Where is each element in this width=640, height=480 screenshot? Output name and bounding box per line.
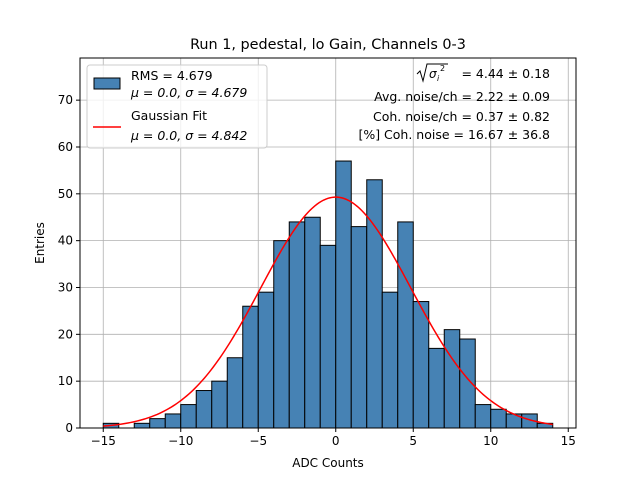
y-tick-label: 50 bbox=[58, 187, 73, 201]
histogram-bar bbox=[474, 404, 492, 429]
legend-fit-params: μ = 0.0, σ = 4.842 bbox=[130, 128, 247, 143]
histogram-bar bbox=[149, 418, 166, 429]
plot-frame bbox=[79, 57, 577, 429]
legend-rms-params: μ = 0.0, σ = 4.679 bbox=[130, 85, 247, 100]
avg-noise-text: Avg. noise/ch = 2.22 ± 0.09 bbox=[374, 89, 550, 104]
svg-text:i: i bbox=[437, 74, 440, 83]
histogram-bar bbox=[180, 404, 197, 429]
histogram-bar bbox=[443, 329, 461, 429]
histogram-bar bbox=[350, 226, 368, 429]
y-tick-label: 30 bbox=[58, 280, 73, 294]
legend-fit-mu: μ = 0.0, bbox=[130, 128, 185, 143]
x-tick-label: 5 bbox=[409, 434, 417, 448]
x-axis-ticks: −15 −10 −5 0 5 10 15 bbox=[91, 428, 576, 448]
legend: RMS = 4.679 μ = 0.0, σ = 4.679 Gaussian … bbox=[86, 64, 268, 149]
y-axis-label: Entries bbox=[33, 222, 47, 264]
legend-rms-mu: μ = 0.0, bbox=[130, 85, 185, 100]
histogram-bar bbox=[133, 422, 151, 429]
svg-text:2: 2 bbox=[440, 64, 445, 73]
svg-text:σ: σ bbox=[429, 67, 437, 81]
gaussian-fit-curve bbox=[103, 196, 553, 427]
y-tick-label: 0 bbox=[65, 421, 73, 435]
chart-title: Run 1, pedestal, lo Gain, Channels 0-3 bbox=[190, 37, 466, 53]
x-tick-label: 0 bbox=[332, 434, 340, 448]
histogram-bar bbox=[288, 221, 306, 429]
histogram-bar bbox=[304, 216, 321, 429]
x-tick-label: 15 bbox=[561, 434, 576, 448]
x-axis-label: ADC Counts bbox=[292, 456, 364, 470]
histogram-bar bbox=[366, 179, 383, 429]
sqrt-sigma-symbol: σ i 2 bbox=[416, 63, 448, 83]
x-tick-label: 10 bbox=[483, 434, 498, 448]
histogram-bar bbox=[195, 390, 213, 429]
y-tick-label: 10 bbox=[58, 374, 73, 388]
legend-rms-sigma: σ = 4.679 bbox=[185, 85, 247, 100]
legend-bar-swatch bbox=[93, 77, 121, 90]
histogram-bar bbox=[164, 413, 182, 429]
histogram-bar bbox=[412, 301, 430, 429]
histogram-bar bbox=[381, 291, 399, 429]
histogram-bar bbox=[257, 291, 275, 429]
histogram-bar bbox=[428, 347, 445, 429]
y-tick-label: 70 bbox=[58, 93, 73, 107]
histogram-bar bbox=[211, 380, 228, 429]
legend-fit-label: Gaussian Fit bbox=[131, 108, 207, 123]
x-tick-label: −5 bbox=[249, 434, 267, 448]
legend-fit-sigma: σ = 4.842 bbox=[185, 128, 247, 143]
histogram-bar bbox=[319, 244, 337, 429]
y-tick-label: 40 bbox=[58, 234, 73, 248]
coh-noise-text: Coh. noise/ch = 0.37 ± 0.82 bbox=[373, 109, 550, 124]
histogram-bar bbox=[242, 305, 259, 429]
sigma-i-value: = 4.44 ± 0.18 bbox=[461, 66, 550, 81]
histogram-bar bbox=[226, 357, 244, 429]
noise-annotations: σ i 2 = 4.44 ± 0.18 Avg. noise/ch = 2.22… bbox=[358, 63, 550, 142]
legend-frame bbox=[86, 64, 268, 149]
histogram-bar bbox=[273, 240, 290, 429]
x-tick-label: −15 bbox=[91, 434, 116, 448]
y-tick-label: 60 bbox=[58, 140, 73, 154]
histogram-bars bbox=[102, 160, 554, 429]
x-tick-label: −10 bbox=[168, 434, 193, 448]
pct-coh-noise-text: [%] Coh. noise = 16.67 ± 36.8 bbox=[358, 127, 550, 142]
histogram-bar bbox=[397, 221, 414, 429]
y-tick-label: 20 bbox=[58, 327, 73, 341]
legend-rms-label: RMS = 4.679 bbox=[131, 68, 213, 83]
y-axis-ticks: 0 10 20 30 40 50 60 70 bbox=[58, 93, 80, 435]
histogram-bar bbox=[490, 408, 507, 429]
